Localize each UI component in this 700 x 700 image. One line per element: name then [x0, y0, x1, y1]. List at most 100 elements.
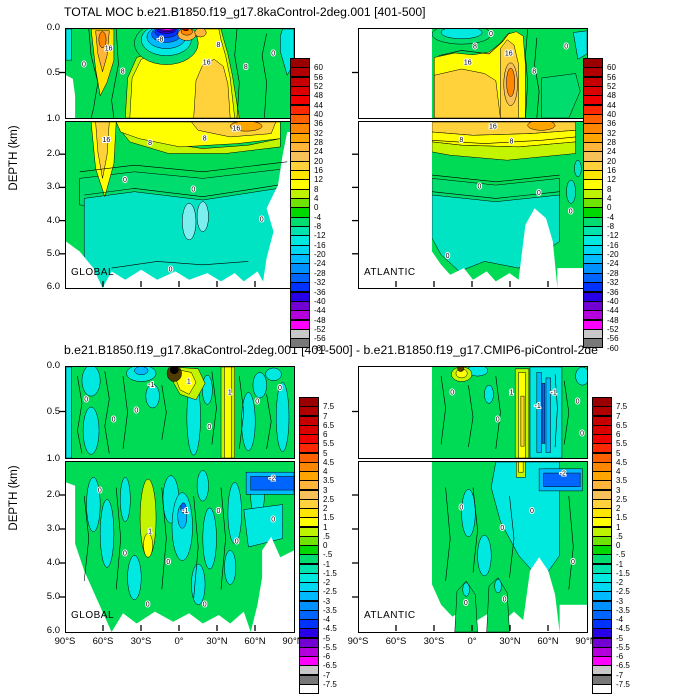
panel-global-diff-lower: 0 0 1 0 -1 0 -2 0 0 0 0 — [65, 461, 295, 633]
contour-label: 8 — [244, 64, 248, 71]
colorbar-label: -2.5 — [616, 587, 630, 597]
y-tick-label: 3.0 — [46, 181, 60, 193]
contour-label: 0 — [500, 525, 504, 532]
colorbar-label: -12 — [607, 231, 619, 241]
panel-atlantic-total-lower: 16 8 8 0 0 0 0 — [358, 121, 588, 289]
colorbar-label: 32 — [314, 128, 323, 138]
colorbar-label: -4 — [314, 212, 322, 222]
colorbar-label: 0 — [616, 541, 621, 550]
y-tick-label: 4.0 — [46, 214, 60, 226]
colorbar-label: -24 — [607, 259, 619, 269]
contour-label: 8 — [473, 44, 477, 51]
colorbar-label: -4 — [607, 212, 615, 222]
colorbar-label: -52 — [607, 324, 619, 334]
contour-label: 0 — [112, 417, 116, 424]
colorbar-label: -16 — [607, 240, 619, 250]
colorbar-label: -20 — [607, 250, 619, 260]
colorbar-label: 6 — [616, 430, 621, 439]
panel-global-diff-upper: 0 0 0 -1 1 0 1 0 0 — [65, 366, 295, 459]
colorbar-label: -6 — [323, 652, 331, 661]
y-tick-label: 0.0 — [46, 360, 60, 371]
y-tick-label: 1.0 — [46, 453, 60, 464]
panel-atlantic-diff-lower: -2 0 0 0 0 0 0 — [358, 461, 588, 633]
contour-label: 0 — [235, 539, 239, 546]
colorbar-label: 60 — [314, 63, 323, 73]
colorbar-label: -36 — [314, 287, 326, 297]
colorbar-label: 7 — [616, 411, 621, 421]
colorbar-label: 28 — [314, 138, 323, 148]
colorbar-label: -56 — [607, 334, 619, 344]
colorbar-label: -40 — [607, 296, 619, 306]
colorbar-label: -2 — [323, 578, 331, 587]
contour-label: 0 — [84, 397, 88, 404]
y-tick-label: 6.0 — [46, 281, 60, 292]
colorbar-label: -1.5 — [616, 568, 630, 578]
colorbar-label: 36 — [607, 119, 616, 129]
figure-title-total: TOTAL MOC b.e21.B1850.f19_g17.8kaControl… — [64, 5, 426, 19]
colorbar-label: .5 — [323, 531, 330, 541]
contour-label: -1 — [148, 382, 154, 389]
contour-label: 0 — [537, 190, 541, 197]
contour-label: 1 — [228, 389, 232, 396]
colorbar-label: 12 — [607, 175, 616, 185]
colorbar-label: 3.5 — [616, 476, 628, 486]
colorbar-label: -48 — [314, 315, 326, 325]
contour-label: 8 — [203, 135, 207, 142]
contour-label: -1 — [551, 389, 557, 396]
colorbar-label: -32 — [607, 278, 619, 288]
contour-label: -2 — [560, 471, 566, 478]
contour-label: 8 — [148, 140, 152, 147]
colorbar-label: -5 — [616, 633, 624, 643]
contour-label: 8 — [121, 69, 125, 76]
colorbar-label: 56 — [314, 72, 323, 82]
colorbar-label: 2.5 — [616, 494, 628, 504]
contour-label: 0 — [123, 177, 127, 184]
contour-label: 0 — [503, 596, 507, 603]
colorbar-label: 7 — [323, 411, 328, 421]
contour-label: 0 — [98, 488, 102, 495]
y-tick-label: 2.0 — [46, 148, 60, 160]
colorbar-label: -4.5 — [616, 624, 630, 634]
contour-label: 0 — [123, 551, 127, 558]
colorbar-label: -60 — [607, 343, 619, 353]
contour-label: 0 — [134, 408, 138, 415]
x-tick-label: 60°S — [385, 636, 407, 647]
colorbar-label: -7 — [616, 670, 624, 680]
y-tick-label: 2.0 — [46, 489, 60, 500]
y-tick-label: 0.0 — [46, 22, 60, 33]
colorbar-label: 52 — [607, 82, 616, 92]
colorbar-label: 56 — [607, 72, 616, 82]
contour-label: 0 — [260, 217, 264, 224]
panel-global-total-upper: 16 8 0 -8 16 8 8 0 — [65, 28, 295, 119]
contour-label: 0 — [576, 398, 580, 405]
contour-label: 0 — [271, 517, 275, 524]
contour-label: 0 — [255, 398, 259, 405]
colorbar-label: 4 — [323, 467, 328, 476]
colorbar-label: 1 — [323, 522, 328, 532]
colorbar-label: -4.5 — [323, 624, 337, 634]
x-tick-label: 90°S — [347, 636, 369, 647]
x-tick-label: 90°S — [54, 636, 76, 647]
panel-label-global-total: GLOBAL — [71, 267, 115, 278]
contour-label: -1 — [182, 508, 188, 515]
x-tick-label: 30°S — [423, 636, 445, 647]
colorbar-label: 5 — [323, 448, 328, 458]
colorbar-label: -4 — [616, 615, 624, 624]
x-tick-label: 30°N — [206, 636, 228, 647]
colorbar-label: -8 — [314, 222, 322, 232]
colorbar-label: 4 — [314, 194, 319, 204]
x-tick-label: 30°N — [499, 636, 521, 647]
colorbar-label: 8 — [314, 184, 319, 194]
colorbar-label: -.5 — [323, 550, 333, 560]
contour-label: 0 — [169, 266, 173, 273]
contour-label: 0 — [569, 208, 573, 215]
contour-label: -1 — [535, 403, 541, 410]
contour-label: 16 — [489, 124, 497, 131]
x-tick-label: 90°N — [282, 636, 304, 647]
contour-label: 0 — [459, 505, 463, 512]
colorbar-label: 0 — [607, 203, 612, 213]
colorbar-label: 2 — [323, 504, 328, 513]
panel-label-atlantic-diff: ATLANTIC — [364, 610, 416, 621]
